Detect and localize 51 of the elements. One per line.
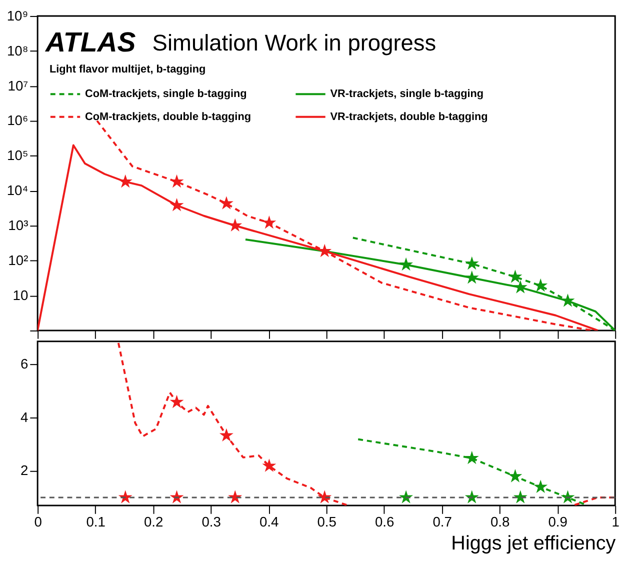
legend-label: VR-trackjets, single b-tagging (330, 88, 484, 100)
y-tick-label: 10⁵ (7, 147, 28, 164)
point (219, 428, 234, 442)
y-tick-label: 10⁷ (8, 77, 28, 94)
annotation: ATLAS (44, 26, 136, 58)
point (508, 469, 522, 482)
x-tick-label: 0.1 (86, 514, 106, 530)
point (262, 216, 276, 229)
point (464, 270, 479, 284)
point (170, 174, 184, 188)
point (508, 270, 522, 283)
legend-label: CoM-trackjets, double b-tagging (85, 110, 251, 123)
y-tick-label: 10⁸ (6, 42, 28, 58)
y-tick-label: 6 (20, 355, 28, 372)
point (170, 198, 184, 212)
x-tick-label: 0.5 (317, 514, 337, 530)
y-tick-label: 10 (12, 286, 28, 303)
y-tick-label: 10³ (8, 217, 29, 234)
x-tick-label: 0.7 (432, 514, 452, 530)
point (170, 394, 184, 408)
x-tick-label: 0.8 (490, 514, 510, 530)
point (318, 244, 332, 258)
point (399, 257, 414, 271)
x-tick-label: 0 (34, 514, 42, 530)
point (118, 174, 132, 188)
point (534, 278, 548, 292)
x-tick-label: 0.2 (144, 514, 164, 530)
y-tick-label: 10⁴ (6, 182, 28, 198)
annotation: Simulation Work in progress (152, 30, 436, 56)
x-tick-label: 0.4 (259, 514, 279, 530)
point (534, 480, 548, 493)
point (560, 294, 575, 307)
x-tick-label: 0.3 (202, 514, 222, 530)
y-tick-label: 10⁹ (6, 7, 28, 24)
legend-title: Light flavor multijet, b-tagging (49, 63, 206, 76)
point (464, 450, 479, 464)
legend-label: CoM-trackjets, single b-tagging (85, 88, 247, 100)
x-tick-label: 1 (612, 514, 620, 530)
line-series (117, 342, 348, 506)
point (262, 458, 276, 472)
y-tick-label: 10² (8, 252, 29, 268)
y-tick-label: 2 (20, 462, 28, 478)
legend-label: VR-trackjets, double b-tagging (330, 110, 488, 123)
x-axis-title: Higgs jet efficiency (451, 532, 616, 554)
point (513, 280, 528, 294)
y-tick-label: 10⁶ (7, 112, 28, 128)
x-tick-label: 0.9 (548, 514, 568, 530)
x-tick-label: 0.6 (374, 514, 395, 530)
y-tick-label: 4 (20, 408, 28, 425)
point (219, 196, 234, 210)
point (464, 256, 479, 270)
